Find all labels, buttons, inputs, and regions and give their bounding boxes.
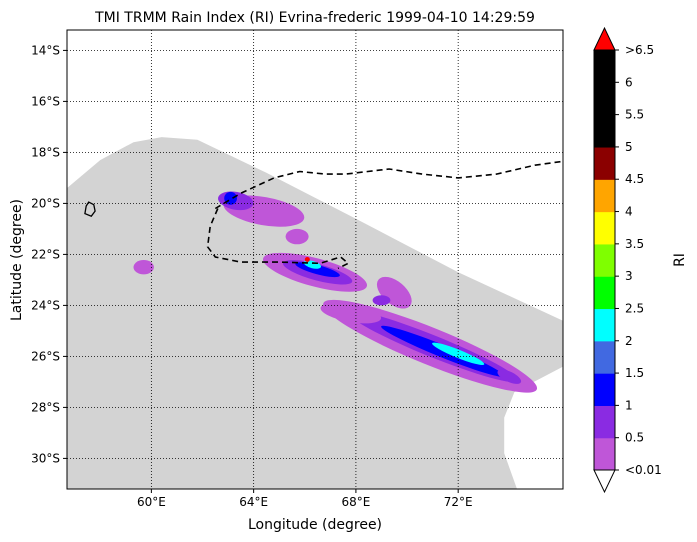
x-tick-label: 68°E: [341, 495, 370, 509]
rain-cell: [320, 302, 382, 324]
island-coastline: [84, 201, 96, 217]
y-tick-label: 24°S: [31, 298, 60, 312]
colorbar-tick-label: <0.01: [625, 463, 662, 477]
x-tick-label: 60°E: [137, 495, 166, 509]
rain-cell: [285, 228, 309, 245]
colorbar-swatch: [594, 50, 615, 83]
colorbar-tick-label: >6.5: [625, 43, 654, 57]
colorbar-over-arrow: [593, 26, 616, 51]
rain-cell: [376, 276, 412, 309]
y-tick-label: 28°S: [31, 400, 60, 414]
colorbar-tick-label: 4: [625, 205, 633, 219]
colorbar-label: RI: [672, 253, 688, 267]
x-tick-label: 72°E: [444, 495, 473, 509]
y-axis-ticks: 14°S 16°S 18°S 20°S 22°S 24°S 26°S 28°S 30°S: [31, 43, 67, 465]
colorbar-swatch: [594, 114, 615, 148]
colorbar-swatch: [594, 373, 615, 406]
y-tick-label: 18°S: [31, 145, 60, 159]
colorbar-swatch: [594, 179, 615, 213]
satellite-swath: [67, 137, 563, 489]
colorbar-tick-label: 0.5: [625, 431, 644, 445]
colorbar-tick-label: 2.5: [625, 301, 644, 315]
colorbar: <0.01 0.5 1 1.5 2 2.5 3 3.5 4 4.5 5 5.5 6 >6.5: [593, 26, 662, 494]
y-tick-label: 14°S: [31, 43, 60, 57]
y-tick-label: 22°S: [31, 247, 60, 261]
rain-cell: [381, 325, 505, 377]
storm-center-marker: [304, 257, 310, 262]
colorbar-swatch: [594, 340, 615, 374]
colorbar-tick-label: 2: [625, 334, 633, 348]
colorbar-tick-label: 5: [625, 140, 633, 154]
colorbar-tick-label: 6: [625, 75, 633, 89]
y-tick-label: 20°S: [31, 196, 60, 210]
colorbar-swatch: [594, 276, 615, 310]
colorbar-tick-label: 3.5: [625, 237, 644, 251]
x-axis-label: Longitude (degree): [248, 517, 382, 533]
y-tick-label: 30°S: [31, 451, 60, 465]
map-frame: [66, 29, 564, 490]
colorbar-swatch: [594, 437, 615, 471]
colorbar-frame: [593, 49, 616, 471]
rain-cell: [133, 260, 154, 275]
colorbar-tick-label: 1.5: [625, 366, 644, 380]
y-axis-label: Latitude (degree): [9, 199, 25, 321]
y-tick-label: 26°S: [31, 349, 60, 363]
storm-track-loop: [206, 208, 350, 270]
storm-track-line: [214, 160, 563, 210]
rain-cell: [432, 342, 485, 365]
x-axis-ticks: 60°E 64°E 68°E 72°E: [137, 489, 473, 509]
colorbar-swatch: [594, 405, 615, 439]
colorbar-swatch: [594, 243, 615, 277]
colorbar-swatch: [594, 211, 615, 245]
colorbar-tick-label: 5.5: [625, 108, 644, 122]
y-tick-label: 16°S: [31, 94, 60, 108]
rain-cell: [372, 295, 391, 306]
colorbar-tick-label: 4.5: [625, 172, 644, 186]
colorbar-swatch: [594, 82, 615, 116]
colorbar-swatch: [594, 146, 615, 180]
colorbar-under-arrow: [593, 469, 616, 494]
colorbar-swatch: [594, 308, 615, 342]
rain-index-field: [133, 191, 538, 393]
colorbar-tick-label: 1: [625, 398, 633, 412]
map-title: TMI TRMM Rain Index (RI) Evrina-frederic…: [94, 10, 535, 26]
x-tick-label: 64°E: [239, 495, 268, 509]
colorbar-tick-label: 3: [625, 269, 633, 283]
rain-cell: [497, 369, 522, 384]
